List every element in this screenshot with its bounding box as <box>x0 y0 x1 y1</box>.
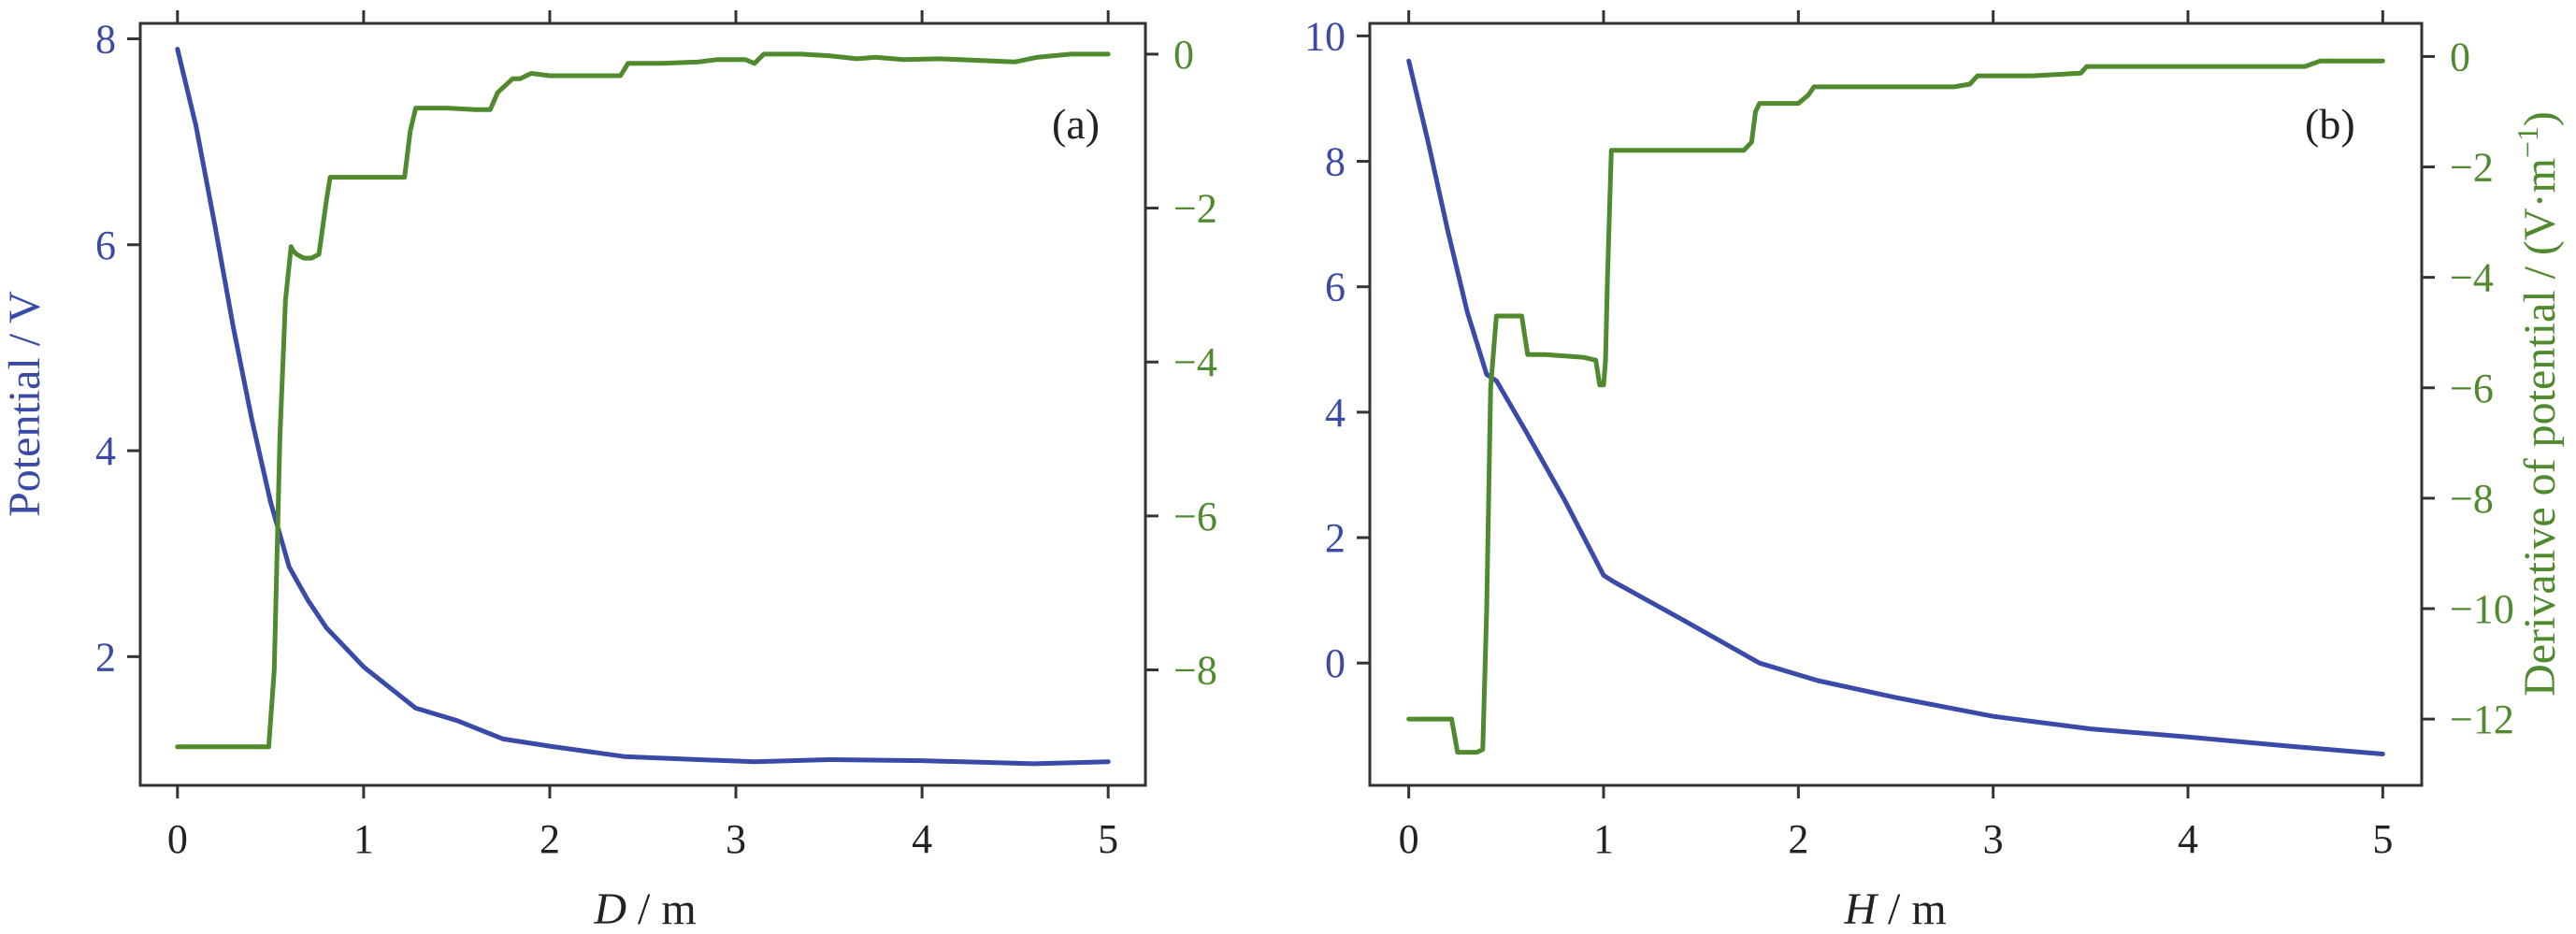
panel-label-a: (a) <box>1052 100 1100 148</box>
x-axis-var-a: D <box>593 884 626 934</box>
plot-frame-a <box>138 22 1147 787</box>
ticks-a: 0 1 2 3 4 5 2 4 6 8 −8 −6 −4 −2 0 <box>95 10 1217 862</box>
left-y-tick-label-a: 8 <box>95 17 116 63</box>
left-y-tick-label-b: 6 <box>1325 265 1346 310</box>
x-tick-label-a: 1 <box>353 816 374 862</box>
right-y-tick-label-b: 0 <box>2450 34 2470 79</box>
x-tick-label-a: 3 <box>726 816 746 862</box>
right-y-tick-label-b: −4 <box>2450 255 2494 301</box>
left-y-tick-label-b: 0 <box>1325 640 1346 686</box>
chart-panel-a: (a) D / m Potential / V 0 1 2 3 4 5 2 4 6 8 −8 −6 −4… <box>0 10 1217 934</box>
ticks-b: 0 1 2 3 4 5 0 2 4 6 8 10 −12 −10 −8 −6 −4 −2 0 <box>1304 10 2514 862</box>
x-tick-label-b: 5 <box>2372 816 2393 862</box>
x-tick-label-a: 4 <box>912 816 932 862</box>
right-y-tick-label-a: 0 <box>1173 32 1194 78</box>
x-tick-label-b: 1 <box>1593 816 1614 862</box>
right-y-title-sup-b: −1 <box>2511 126 2544 158</box>
right-y-tick-label-a: −8 <box>1173 648 1217 694</box>
right-y-tick-label-b: −8 <box>2450 476 2494 522</box>
derivative-line-b <box>1406 58 2385 755</box>
chart-panel-b: (b) H / m Derivative of potential / (V·m… <box>1304 10 2565 934</box>
plot-frame-b <box>1368 22 2424 787</box>
derivative-line-a <box>175 51 1111 750</box>
left-y-tick-label-b: 10 <box>1304 13 1346 59</box>
left-y-tick-label-a: 4 <box>95 428 116 474</box>
x-tick-label-b: 4 <box>2178 816 2198 862</box>
left-y-axis-title-a: Potential / V <box>0 291 50 517</box>
right-y-tick-label-b: −2 <box>2450 145 2494 191</box>
left-y-tick-label-b: 4 <box>1325 390 1346 436</box>
x-tick-label-b: 2 <box>1788 816 1808 862</box>
panel-label-b: (b) <box>2305 100 2355 148</box>
right-y-title-main-b: Derivative of potential / (V·m <box>2515 158 2565 697</box>
right-y-tick-label-a: −4 <box>1173 339 1217 385</box>
right-y-tick-label-a: −2 <box>1173 186 1217 232</box>
potential-line-b <box>1406 58 2385 756</box>
x-tick-label-a: 2 <box>540 816 560 862</box>
right-y-tick-label-a: −6 <box>1173 494 1217 539</box>
left-y-tick-label-a: 2 <box>95 634 116 680</box>
right-y-axis-title-b: Derivative of potential / (V·m−1) <box>2511 111 2565 697</box>
x-tick-label-b: 3 <box>1983 816 2004 862</box>
left-y-tick-label-b: 8 <box>1325 139 1346 185</box>
x-axis-title-a: D / m <box>593 884 696 934</box>
right-y-title-end-b: ) <box>2515 111 2565 126</box>
x-axis-var-b: H <box>1843 884 1878 934</box>
x-axis-unit-b: / m <box>1877 884 1947 934</box>
x-tick-label-a: 0 <box>167 816 188 862</box>
x-tick-label-b: 0 <box>1399 816 1419 862</box>
right-y-tick-label-b: −10 <box>2450 586 2514 632</box>
x-tick-label-a: 5 <box>1098 816 1118 862</box>
left-y-tick-label-b: 2 <box>1325 515 1346 561</box>
potential-line-a <box>175 47 1111 767</box>
series-group-a <box>175 47 1111 767</box>
x-axis-unit-a: / m <box>626 884 697 934</box>
series-group-b <box>1406 58 2385 756</box>
left-y-tick-label-a: 6 <box>95 223 116 268</box>
x-axis-title-b: H / m <box>1843 884 1946 934</box>
right-y-tick-label-b: −6 <box>2450 366 2494 411</box>
right-y-tick-label-b: −12 <box>2450 697 2514 742</box>
